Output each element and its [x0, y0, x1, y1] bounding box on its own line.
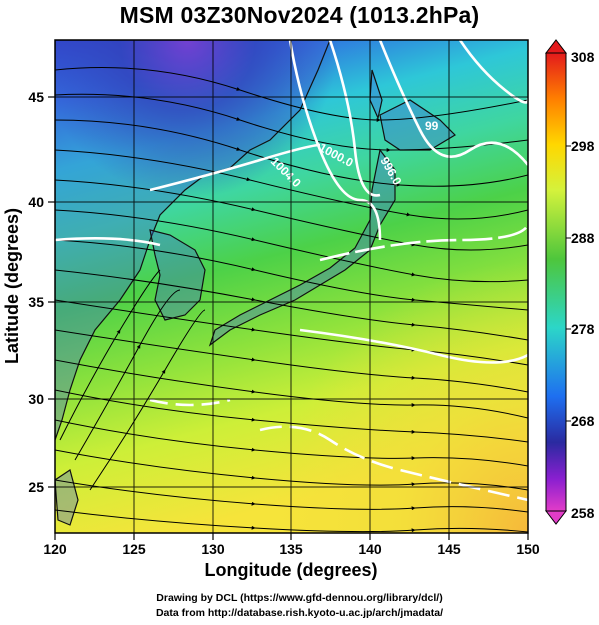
colorbar-label: 298: [571, 138, 595, 154]
y-tick-label: 40: [28, 194, 44, 210]
x-tick-label: 135: [279, 541, 303, 557]
colorbar-label: 268: [571, 413, 595, 429]
isobars: [55, 40, 528, 502]
x-tick-label: 150: [516, 541, 540, 557]
x-tick-label: 140: [358, 541, 382, 557]
colorbar: 308 298 288 278 268 258: [544, 39, 595, 525]
x-tick-label: 145: [437, 541, 461, 557]
colorbar-label: 258: [571, 505, 595, 521]
colorbar-label: 278: [571, 321, 595, 337]
x-tick-label: 125: [122, 541, 146, 557]
y-tick-label: 45: [28, 89, 44, 105]
colorbar-gradient: [545, 52, 567, 512]
x-tick-label: 120: [43, 541, 67, 557]
y-axis-title: Latitude (degrees): [2, 208, 22, 364]
colorbar-label: 308: [571, 49, 595, 65]
isobar-label: 99: [425, 119, 439, 133]
y-tick-label: 25: [28, 479, 44, 495]
credit-data: Data from http://database.rish.kyoto-u.a…: [155, 607, 444, 619]
x-axis-title: Longitude (degrees): [204, 560, 377, 580]
map-title: MSM 03Z30Nov2024 (1013.2hPa): [119, 2, 480, 28]
y-tick-label: 35: [28, 294, 44, 310]
y-tick-label: 30: [28, 391, 44, 407]
wind-streamlines: [55, 67, 528, 533]
credit-drawing: Drawing by DCL (https://www.gfd-dennou.o…: [156, 592, 443, 604]
x-tick-label: 130: [201, 541, 225, 557]
graticule: [55, 40, 528, 533]
colorbar-max-arrow: [544, 39, 568, 54]
colorbar-min-arrow: [544, 510, 568, 525]
colorbar-label: 288: [571, 230, 595, 246]
